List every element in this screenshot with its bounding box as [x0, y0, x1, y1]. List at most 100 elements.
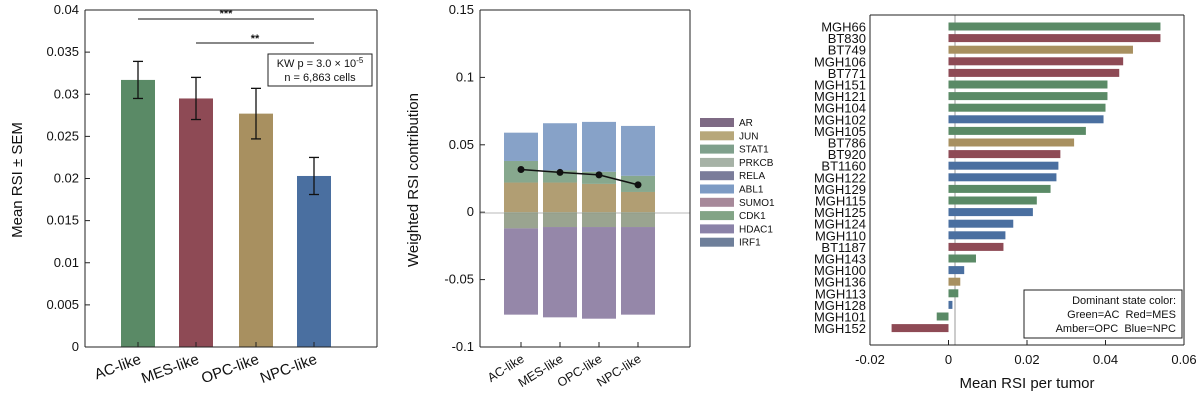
stack-segment — [582, 212, 616, 228]
legend-label: CDK1 — [739, 211, 766, 222]
legend-swatch — [700, 197, 734, 207]
y-tick-label: 0.15 — [449, 2, 474, 17]
legend-label: AR — [739, 118, 753, 129]
panel-mean-rsi: Mean RSI ± SEM 00.0050.010.0150.020.0250… — [9, 2, 378, 388]
bar-mgh136 — [948, 277, 961, 286]
legend-swatch — [700, 131, 734, 141]
stack-segment — [582, 183, 616, 213]
tumor-label: MGH152 — [814, 321, 866, 336]
net-line — [520, 168, 639, 186]
x-tick-label: OPC-like — [555, 352, 605, 390]
tumor-bars — [891, 22, 1161, 333]
stats-annotation-box: KW p = 3.0 × 10-5 n = 6,863 cells — [267, 53, 373, 87]
legend-swatch — [700, 118, 734, 127]
tumor-label: MGH136 — [814, 275, 866, 290]
legend-swatch — [700, 237, 734, 247]
bar-mgh115 — [948, 196, 1037, 205]
bar-mgh66 — [948, 22, 1161, 31]
panel-tumor-rsi: MGH66BT830BT749MGH106BT771MGH151MGH121MG… — [814, 14, 1197, 392]
tumor-label: MGH129 — [814, 182, 866, 197]
bar-mgh122 — [948, 173, 1057, 182]
stack-segment — [543, 123, 577, 171]
legend: AR JUN STAT1 PRKCB RELA ABL1 SUMO1 CDK1 HDAC1 IRF… — [700, 118, 775, 249]
net-rsi-line — [517, 165, 642, 189]
panel-weighted-contribution: Weighted RSI contribution -0.1 -0.05 0 0.05… — [405, 2, 775, 390]
y-tick-label: 0.005 — [46, 297, 79, 312]
net-point — [517, 165, 525, 173]
legend-label: STAT1 — [739, 145, 769, 156]
x-axis-ticks: -0.02 0 0.02 0.04 0.06 — [855, 340, 1197, 367]
error-bars — [133, 60, 319, 196]
bar-bt1160 — [948, 161, 1059, 170]
stacked-bars — [504, 121, 655, 319]
bar-mgh143 — [948, 254, 976, 263]
bar-mgh100 — [948, 266, 965, 275]
y-axis-ticks: -0.1 -0.05 0 0.05 0.1 0.15 — [444, 2, 485, 354]
stats-line-2: n = 6,863 cells — [284, 72, 356, 84]
significance-label: *** — [220, 8, 234, 20]
legend-swatch — [700, 184, 734, 194]
net-point — [634, 181, 642, 189]
bar-mgh104 — [948, 103, 1106, 112]
x-tick-label: 0.02 — [1014, 352, 1039, 367]
bar-npc-like — [297, 175, 331, 347]
bar-mgh105 — [948, 126, 1086, 135]
x-axis-title: Mean RSI per tumor — [959, 375, 1094, 392]
significance-brackets: ***** — [138, 8, 314, 45]
tumor-labels: MGH66BT830BT749MGH106BT771MGH151MGH121MG… — [814, 20, 866, 337]
y-tick-label: 0.05 — [449, 137, 474, 152]
stack-segment — [504, 182, 538, 213]
y-axis-title: Mean RSI ± SEM — [9, 122, 26, 238]
x-tick-label: NPC-like — [258, 351, 319, 387]
tumor-label: MGH105 — [814, 124, 866, 139]
legend-swatch — [700, 157, 734, 167]
stack-segment — [543, 227, 577, 318]
tumor-label: MGH121 — [814, 89, 866, 104]
y-tick-label: 0.025 — [46, 128, 79, 143]
bar-mgh121 — [948, 92, 1108, 101]
stack-segment — [582, 121, 616, 172]
stack-segment — [543, 212, 577, 228]
tumor-label: MGH151 — [814, 78, 866, 93]
x-tick-label: MES-like — [139, 351, 201, 388]
bar-mgh125 — [948, 208, 1033, 217]
legend-label: IRF1 — [739, 238, 761, 249]
stack-segment — [504, 132, 538, 161]
legend-label: SUMO1 — [739, 198, 775, 209]
y-axis-ticks: 0 0.005 0.01 0.015 0.02 0.025 0.03 0.035 0.04 — [46, 2, 90, 354]
y-tick-label: 0.01 — [54, 255, 79, 270]
bar-ac-like — [121, 79, 155, 348]
y-tick-label: 0.015 — [46, 213, 79, 228]
x-tick-label: -0.02 — [855, 352, 885, 367]
tumor-label: BT771 — [828, 66, 866, 81]
bar-mgh152 — [891, 324, 949, 333]
stack-segment — [582, 227, 616, 319]
tumor-label: MGH106 — [814, 54, 866, 69]
tumor-label: BT920 — [828, 147, 866, 162]
y-tick-label: 0.02 — [54, 171, 79, 186]
legend-line-2: Green=AC Red=MES — [1067, 309, 1176, 321]
bar-mgh129 — [948, 184, 1051, 193]
y-tick-label: -0.05 — [444, 272, 474, 287]
x-tick-label: 0.06 — [1171, 352, 1196, 367]
bar-mgh106 — [948, 57, 1124, 66]
tumor-label: MGH143 — [814, 252, 866, 267]
legend-label: PRKCB — [739, 158, 774, 169]
tumor-label: MGH66 — [821, 20, 866, 35]
legend-line-1: Dominant state color: — [1072, 295, 1176, 307]
tumor-label: BT1187 — [821, 240, 866, 255]
tumor-label: MGH128 — [814, 298, 866, 313]
tumor-label: MGH102 — [814, 112, 866, 127]
y-tick-label: -0.1 — [452, 339, 474, 354]
bar-bt1187 — [948, 242, 1004, 251]
tumor-label: MGH104 — [814, 101, 866, 116]
bar-bt771 — [948, 68, 1120, 77]
bar-bt786 — [948, 138, 1075, 147]
stack-segment — [621, 191, 655, 213]
legend-swatch — [700, 171, 734, 181]
net-point — [595, 171, 603, 179]
state-color-legend-box: Dominant state color: Green=AC Red=MES A… — [1023, 289, 1183, 339]
net-point — [556, 168, 564, 176]
bar-mgh102 — [948, 115, 1104, 124]
